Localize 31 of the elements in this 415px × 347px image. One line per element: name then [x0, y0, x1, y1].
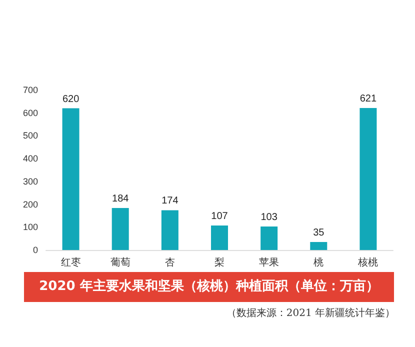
bar	[161, 210, 178, 250]
text: （数据来源：2021 年新疆统计年鉴）	[226, 306, 395, 320]
bar	[211, 226, 228, 250]
bar	[62, 108, 80, 250]
data-label: 174	[162, 196, 179, 207]
x-tick-label: 核桃	[357, 256, 378, 268]
data-label: 103	[260, 212, 278, 223]
y-tick-label: 300	[22, 176, 38, 186]
data-label: 184	[112, 193, 130, 204]
data-label: 107	[211, 211, 228, 222]
data-label: 621	[360, 94, 377, 105]
y-tick-label: 200	[22, 199, 38, 210]
y-tick-label: 500	[22, 130, 38, 141]
x-tick-label: 苹果	[259, 256, 280, 268]
bar	[360, 108, 377, 250]
y-tick-label: 400	[22, 154, 38, 164]
y-tick-label: 600	[22, 108, 38, 118]
x-tick-label: 红枣	[60, 256, 81, 268]
data-label: 35	[313, 228, 325, 238]
x-tick-label: 葡萄	[110, 256, 130, 268]
y-tick-label: 0	[32, 245, 38, 255]
bar	[310, 242, 328, 250]
x-tick-label: 桃	[314, 256, 324, 268]
y-tick-label: 100	[22, 222, 38, 232]
x-tick-label: 杏	[164, 256, 175, 268]
y-tick-label: 700	[22, 85, 38, 95]
x-tick-label: 梨	[214, 256, 224, 268]
data-label: 620	[62, 94, 80, 105]
bar	[260, 226, 278, 250]
text: 2020 年主要水果和坚果（核桃）种植面积（单位：万亩）	[24, 272, 394, 302]
bar	[112, 208, 129, 250]
